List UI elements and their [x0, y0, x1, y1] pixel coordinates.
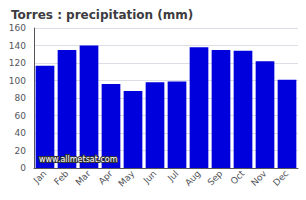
svg-text:80: 80	[15, 93, 27, 103]
svg-text:60: 60	[15, 111, 27, 121]
svg-text:100: 100	[9, 76, 26, 86]
svg-text:Feb: Feb	[52, 168, 71, 187]
svg-text:Dec: Dec	[271, 168, 290, 187]
svg-text:Mar: Mar	[73, 168, 92, 187]
svg-text:Jun: Jun	[141, 168, 159, 186]
svg-text:160: 160	[9, 23, 26, 33]
svg-text:Oct: Oct	[228, 168, 246, 186]
svg-text:www.allmetsat.com: www.allmetsat.com	[39, 155, 118, 164]
svg-text:Sep: Sep	[205, 168, 224, 187]
svg-text:20: 20	[15, 146, 27, 156]
svg-text:May: May	[116, 168, 137, 189]
svg-text:120: 120	[9, 58, 26, 68]
svg-text:Torres : precipitation (mm): Torres : precipitation (mm)	[11, 8, 193, 22]
svg-text:140: 140	[9, 41, 26, 51]
svg-text:0: 0	[20, 163, 26, 173]
svg-text:Nov: Nov	[249, 168, 269, 188]
svg-text:Aug: Aug	[183, 168, 202, 187]
svg-text:Apr: Apr	[96, 168, 114, 186]
svg-text:Jul: Jul	[165, 168, 180, 183]
svg-text:Jan: Jan	[31, 168, 49, 186]
svg-text:40: 40	[15, 128, 27, 138]
